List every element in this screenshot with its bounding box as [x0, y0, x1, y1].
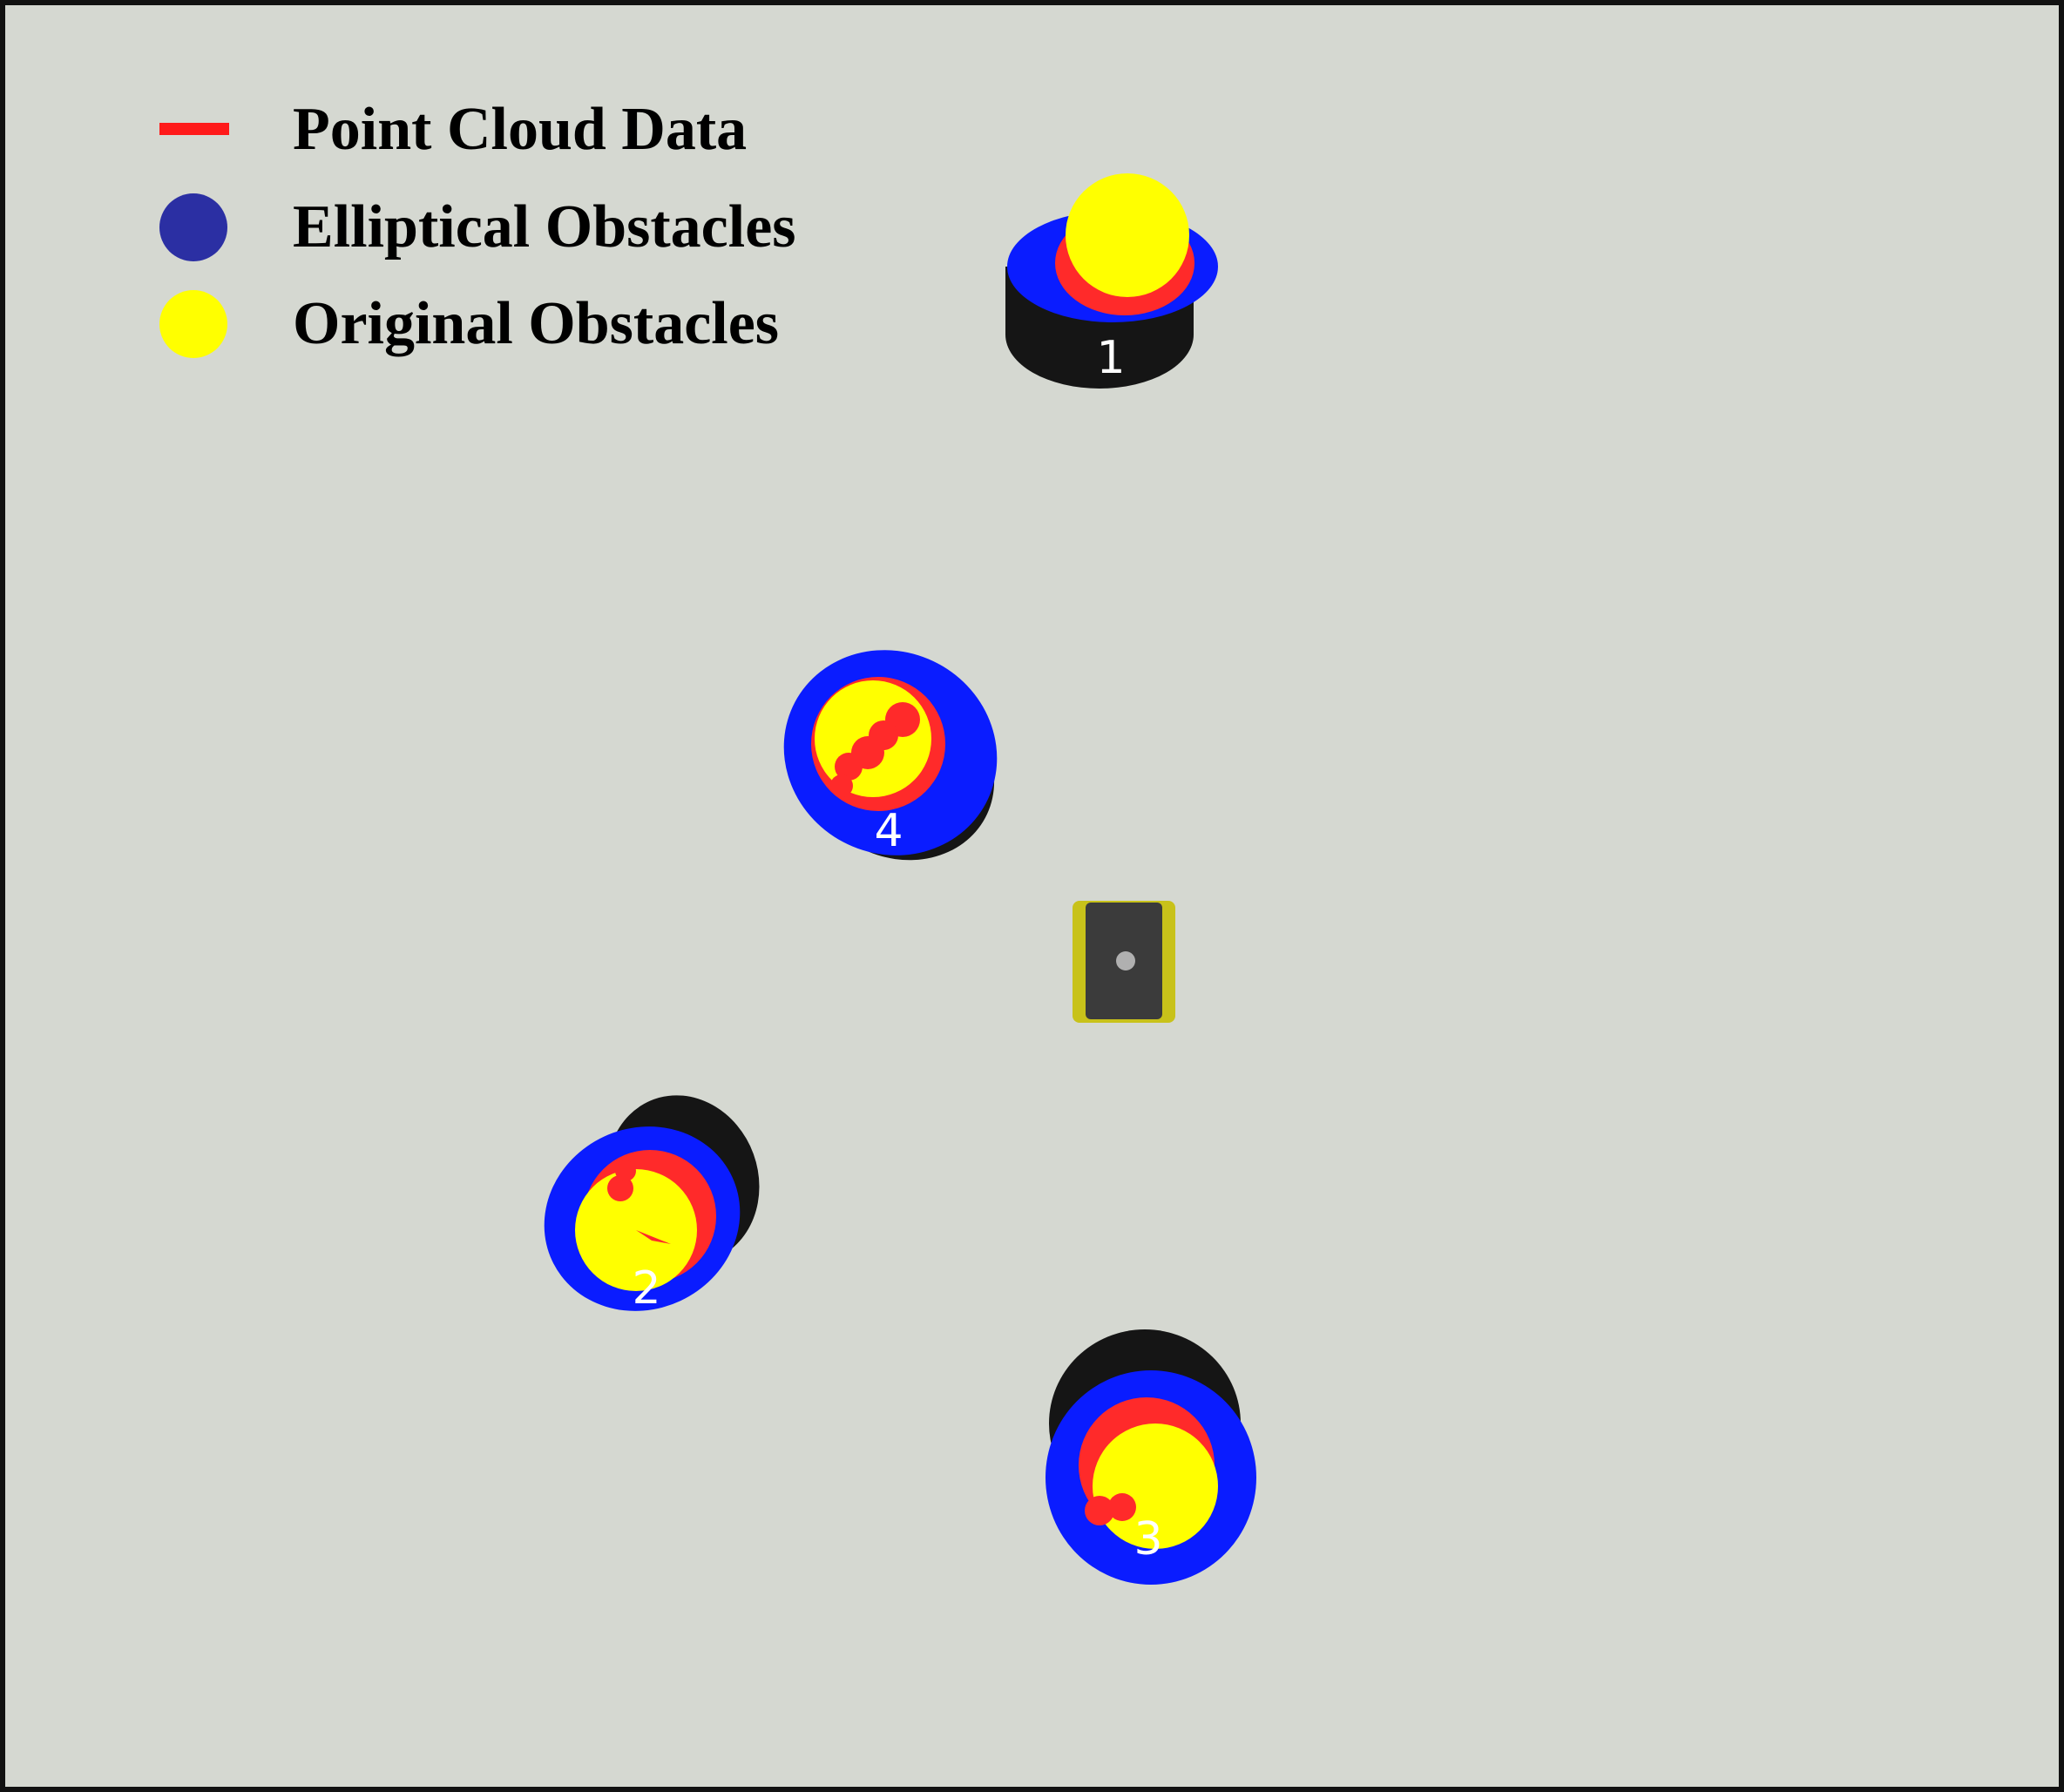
obstacle-id-label: 1 — [1096, 332, 1125, 384]
robot-sensor-icon — [1116, 951, 1135, 970]
original-obstacle — [1066, 173, 1189, 297]
obstacle-id-label: 2 — [632, 1262, 660, 1315]
obstacle-4: 4 — [783, 650, 998, 861]
point-cloud — [607, 1160, 671, 1244]
legend-label: Elliptical Obstacles — [293, 193, 796, 260]
blue-circle-swatch-icon — [159, 193, 227, 261]
obstacle-2: 2 — [544, 1095, 760, 1315]
obstacle-id-label: 3 — [1134, 1513, 1162, 1565]
red-line-swatch-icon — [159, 123, 229, 135]
legend-label: Original Obstacles — [293, 290, 780, 357]
point-cloud — [830, 702, 920, 797]
legend-item-point-cloud: Point Cloud Data — [5, 82, 964, 178]
legend-label: Point Cloud Data — [293, 96, 748, 163]
legend-item-elliptical-obstacles: Elliptical Obstacles — [5, 179, 964, 275]
obstacle-1: 1 — [1005, 173, 1218, 389]
robot — [1073, 901, 1175, 1023]
legend-item-original-obstacles: Original Obstacles — [5, 276, 964, 372]
legend: Point Cloud Data Elliptical Obstacles Or… — [5, 5, 964, 397]
scene-canvas: 1 4 — [544, 173, 1256, 1585]
obstacle-3: 3 — [1046, 1329, 1256, 1585]
point-cloud — [1085, 1493, 1136, 1525]
obstacle-id-label: 4 — [874, 805, 903, 857]
yellow-circle-swatch-icon — [159, 290, 227, 358]
